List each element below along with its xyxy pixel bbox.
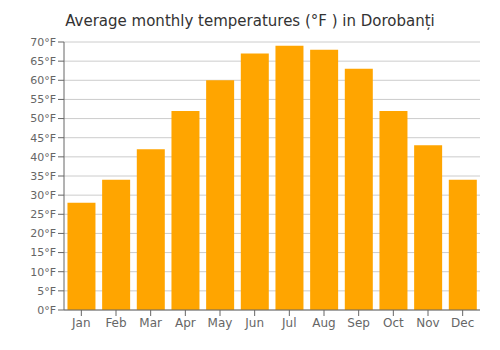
svg-text:0°F: 0°F xyxy=(37,304,56,317)
svg-text:15°F: 15°F xyxy=(30,246,56,259)
svg-text:50°F: 50°F xyxy=(30,112,56,125)
svg-text:5°F: 5°F xyxy=(37,285,56,298)
svg-text:35°F: 35°F xyxy=(30,170,56,183)
svg-text:Apr: Apr xyxy=(175,316,196,330)
svg-text:Oct: Oct xyxy=(383,316,404,330)
svg-text:Dec: Dec xyxy=(451,316,474,330)
svg-text:Jul: Jul xyxy=(281,316,296,330)
svg-text:65°F: 65°F xyxy=(30,55,56,68)
svg-text:Jun: Jun xyxy=(244,316,264,330)
svg-text:Aug: Aug xyxy=(312,316,335,330)
svg-text:Feb: Feb xyxy=(105,316,126,330)
svg-text:25°F: 25°F xyxy=(30,208,56,221)
svg-text:Nov: Nov xyxy=(416,316,439,330)
svg-text:20°F: 20°F xyxy=(30,227,56,240)
svg-text:45°F: 45°F xyxy=(30,132,56,145)
svg-text:60°F: 60°F xyxy=(30,74,56,87)
svg-text:30°F: 30°F xyxy=(30,189,56,202)
svg-text:10°F: 10°F xyxy=(30,266,56,279)
svg-text:55°F: 55°F xyxy=(30,93,56,106)
svg-text:May: May xyxy=(208,316,233,330)
html-text:Average monthly temperatures (: Average monthly temperatures (°F ) in Do… xyxy=(65,12,435,30)
svg-text:70°F: 70°F xyxy=(30,36,56,49)
svg-text:Jan: Jan xyxy=(71,316,91,330)
svg-text:Mar: Mar xyxy=(139,316,162,330)
svg-text:40°F: 40°F xyxy=(30,151,56,164)
svg-text:Sep: Sep xyxy=(347,316,370,330)
